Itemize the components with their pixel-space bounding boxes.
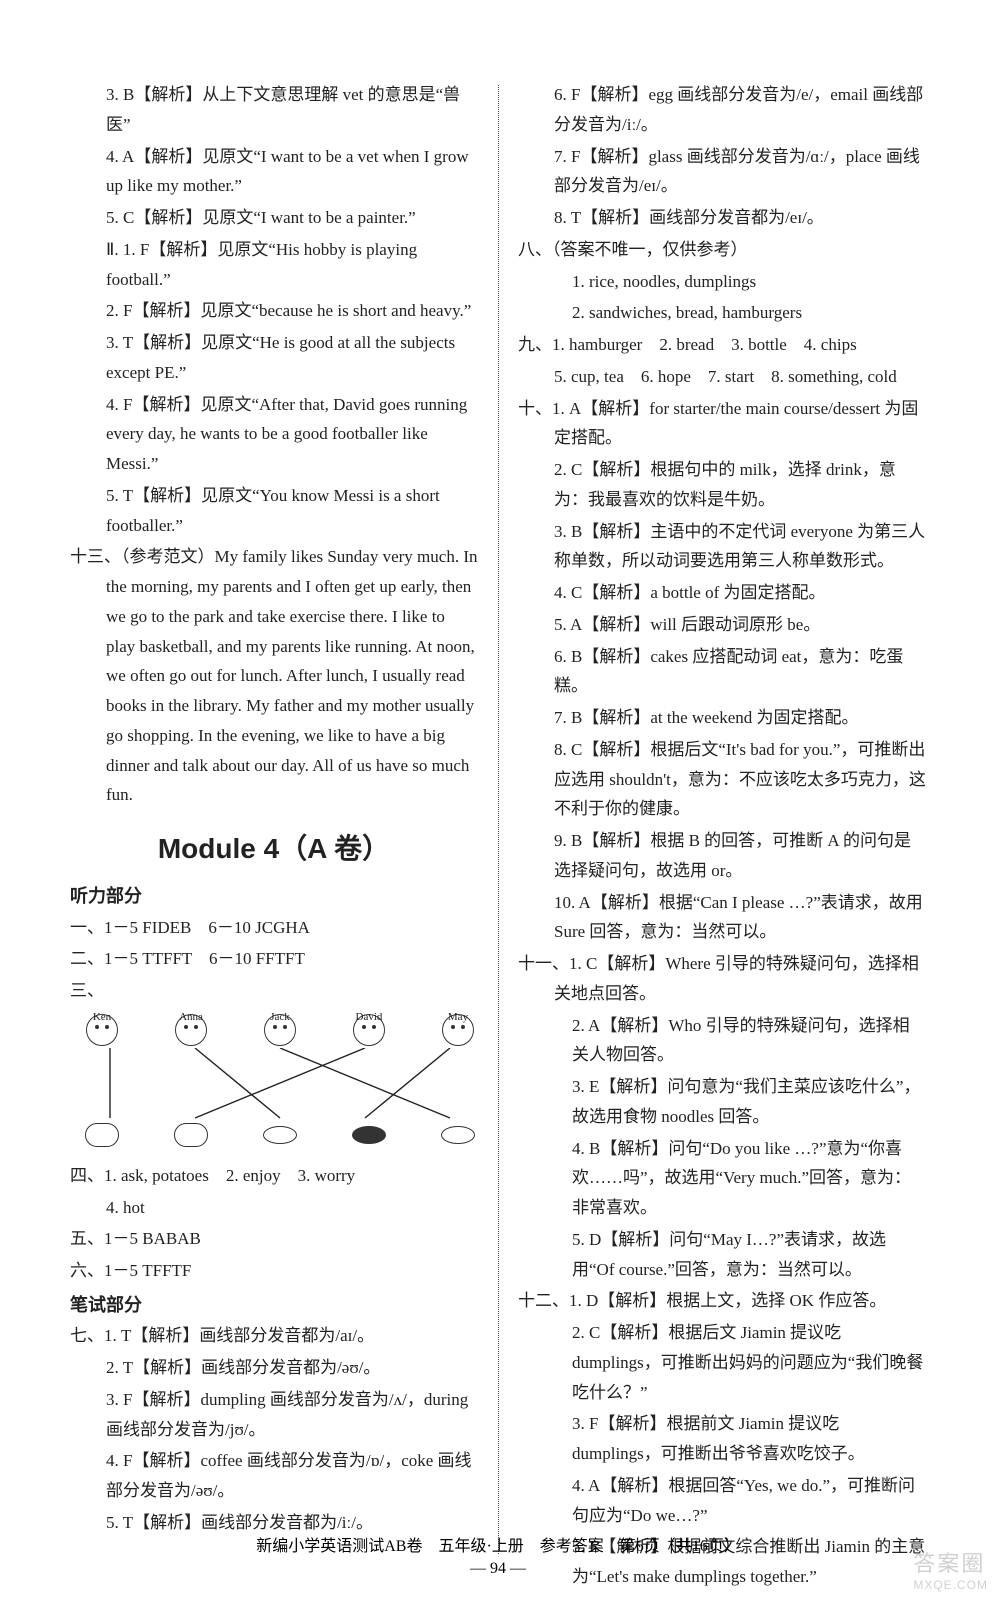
food-icon [441, 1126, 475, 1144]
watermark: 答案圈 MXQE.COM [913, 1546, 988, 1592]
face-name-label: Jack [270, 1008, 290, 1027]
foods-row [80, 1115, 480, 1155]
face-name-label: May [448, 1008, 468, 1027]
text-line: 十一、1. C【解析】Where 引导的特殊疑问句，选择相关地点回答。 [518, 949, 926, 1009]
faces-row: Ken Anna Jack David May [80, 1010, 480, 1050]
watermark-big: 答案圈 [913, 1551, 985, 1576]
text-line: 5. cup, tea 6. hope 7. start 8. somethin… [518, 362, 926, 392]
match-line [195, 1048, 280, 1118]
text-line: 1. rice, noodles, dumplings [518, 267, 926, 297]
text-line: 4. F【解析】见原文“After that, David goes runni… [70, 390, 478, 479]
written-block: 七、1. T【解析】画线部分发音都为/aɪ/。2. T【解析】画线部分发音都为/… [70, 1321, 478, 1537]
food-item [436, 1115, 480, 1155]
text-line: 2. C【解析】根据后文 Jiamin 提议吃 dumplings，可推断出妈妈… [518, 1318, 926, 1407]
text-line: Ⅱ. 1. F【解析】见原文“His hobby is playing foot… [70, 235, 478, 295]
text-line: 9. B【解析】根据 B 的回答，可推断 A 的问句是选择疑问句，故选用 or。 [518, 826, 926, 886]
text-line: 10. A【解析】根据“Can I please …?”表请求，故用 Sure … [518, 888, 926, 948]
text-line: 5. D【解析】问句“May I…?”表请求，故选用“Of course.”回答… [518, 1225, 926, 1285]
text-line: 4. hot [70, 1193, 478, 1223]
text-line: 4. F【解析】coffee 画线部分发音为/ɒ/，coke 画线部分发音为/ə… [70, 1446, 478, 1506]
text-line: 4. B【解析】问句“Do you like …?”意为“你喜欢……吗”，故选用… [518, 1134, 926, 1223]
food-item [169, 1115, 213, 1155]
food-icon [352, 1126, 386, 1144]
text-line: 十三、（参考范文）My family likes Sunday very muc… [70, 542, 478, 810]
text-line: 7. F【解析】glass 画线部分发音为/ɑː/，place 画线部分发音为/… [518, 142, 926, 202]
food-item [258, 1115, 302, 1155]
text-line: 4. A【解析】见原文“I want to be a vet when I gr… [70, 142, 478, 202]
text-line: 6. F【解析】egg 画线部分发音为/e/，email 画线部分发音为/iː/… [518, 80, 926, 140]
left-items-block: 3. B【解析】从上下文意思理解 vet 的意思是“兽医”4. A【解析】见原文… [70, 80, 478, 810]
text-line: 5. A【解析】will 后跟动词原形 be。 [518, 610, 926, 640]
written-label: 笔试部分 [70, 1290, 478, 1322]
text-line: 二、1－5 TTFFT 6－10 FFTFT [70, 944, 478, 974]
watermark-small: MXQE.COM [913, 1578, 988, 1592]
face-item: Anna [169, 1010, 213, 1050]
match-line [280, 1048, 450, 1118]
column-divider [498, 85, 499, 1554]
text-line: 4. A【解析】根据回答“Yes, we do.”，可推断问句应为“Do we…… [518, 1471, 926, 1531]
text-line: 4. C【解析】a bottle of 为固定搭配。 [518, 578, 926, 608]
text-line: 2. A【解析】Who 引导的特殊疑问句，选择相关人物回答。 [518, 1011, 926, 1071]
text-line: 3. E【解析】问句意为“我们主菜应该吃什么”，故选用食物 noodles 回答… [518, 1072, 926, 1132]
listening-label: 听力部分 [70, 881, 478, 913]
match-line [365, 1048, 450, 1118]
after-matching-block: 四、1. ask, potatoes 2. enjoy 3. worry4. h… [70, 1161, 478, 1286]
text-line: 八、（答案不唯一，仅供参考） [518, 235, 926, 265]
food-icon [263, 1126, 297, 1144]
match-line [195, 1048, 365, 1118]
food-icon [174, 1123, 208, 1147]
right-items-block: 6. F【解析】egg 画线部分发音为/e/，email 画线部分发音为/iː/… [518, 80, 926, 1592]
text-line: 8. T【解析】画线部分发音都为/eɪ/。 [518, 203, 926, 233]
text-line: 3. B【解析】主语中的不定代词 everyone 为第三人称单数，所以动词要选… [518, 517, 926, 577]
text-line: 六、1－5 TFFTF [70, 1256, 478, 1286]
face-name-label: Ken [93, 1008, 111, 1027]
text-line: 五、1－5 BABAB [70, 1224, 478, 1254]
text-line: 十二、1. D【解析】根据上文，选择 OK 作应答。 [518, 1286, 926, 1316]
module-title: Module 4（A 卷） [70, 824, 478, 873]
food-item [80, 1115, 124, 1155]
face-item: May [436, 1010, 480, 1050]
text-line: 十、1. A【解析】for starter/the main course/de… [518, 394, 926, 454]
text-line: 2. sandwiches, bread, hamburgers [518, 298, 926, 328]
face-item: David [347, 1010, 391, 1050]
footer-line: 新编小学英语测试AB卷 五年级·上册 参考答案 第6页（共16页） [0, 1532, 996, 1556]
face-item: Jack [258, 1010, 302, 1050]
food-icon [85, 1123, 119, 1147]
left-column: 3. B【解析】从上下文意思理解 vet 的意思是“兽医”4. A【解析】见原文… [70, 80, 498, 1594]
listening-block: 一、1－5 FIDEB 6－10 JCGHA二、1－5 TTFFT 6－10 F… [70, 913, 478, 1006]
text-line: 6. B【解析】cakes 应搭配动词 eat，意为：吃蛋糕。 [518, 642, 926, 702]
text-line: 3. F【解析】dumpling 画线部分发音为/ʌ/，during 画线部分发… [70, 1385, 478, 1445]
page-number: — 94 — [0, 1560, 996, 1578]
text-line: 3. T【解析】见原文“He is good at all the subjec… [70, 328, 478, 388]
text-line: 5. C【解析】见原文“I want to be a painter.” [70, 203, 478, 233]
page-footer: 新编小学英语测试AB卷 五年级·上册 参考答案 第6页（共16页） — 94 — [0, 1532, 996, 1578]
text-line: 8. C【解析】根据后文“It's bad for you.”，可推断出应选用 … [518, 735, 926, 824]
text-line: 5. T【解析】见原文“You know Messi is a short fo… [70, 481, 478, 541]
text-line: 2. T【解析】画线部分发音都为/əʊ/。 [70, 1353, 478, 1383]
food-item [347, 1115, 391, 1155]
text-line: 2. F【解析】见原文“because he is short and heav… [70, 296, 478, 326]
face-name-label: Anna [179, 1008, 203, 1027]
face-item: Ken [80, 1010, 124, 1050]
matching-diagram: Ken Anna Jack David May [80, 1010, 480, 1155]
text-line: 3. B【解析】从上下文意思理解 vet 的意思是“兽医” [70, 80, 478, 140]
text-line: 七、1. T【解析】画线部分发音都为/aɪ/。 [70, 1321, 478, 1351]
text-line: 四、1. ask, potatoes 2. enjoy 3. worry [70, 1161, 478, 1191]
right-column: 6. F【解析】egg 画线部分发音为/e/，email 画线部分发音为/iː/… [498, 80, 926, 1594]
text-line: 一、1－5 FIDEB 6－10 JCGHA [70, 913, 478, 943]
text-line: 2. C【解析】根据句中的 milk，选择 drink，意为：我最喜欢的饮料是牛… [518, 455, 926, 515]
text-line: 九、1. hamburger 2. bread 3. bottle 4. chi… [518, 330, 926, 360]
text-line: 三、 [70, 976, 478, 1006]
text-line: 7. B【解析】at the weekend 为固定搭配。 [518, 703, 926, 733]
match-lines [80, 1048, 480, 1120]
page-container: 3. B【解析】从上下文意思理解 vet 的意思是“兽医”4. A【解析】见原文… [0, 0, 996, 1624]
text-line: 3. F【解析】根据前文 Jiamin 提议吃 dumplings，可推断出爷爷… [518, 1409, 926, 1469]
face-name-label: David [356, 1008, 383, 1027]
